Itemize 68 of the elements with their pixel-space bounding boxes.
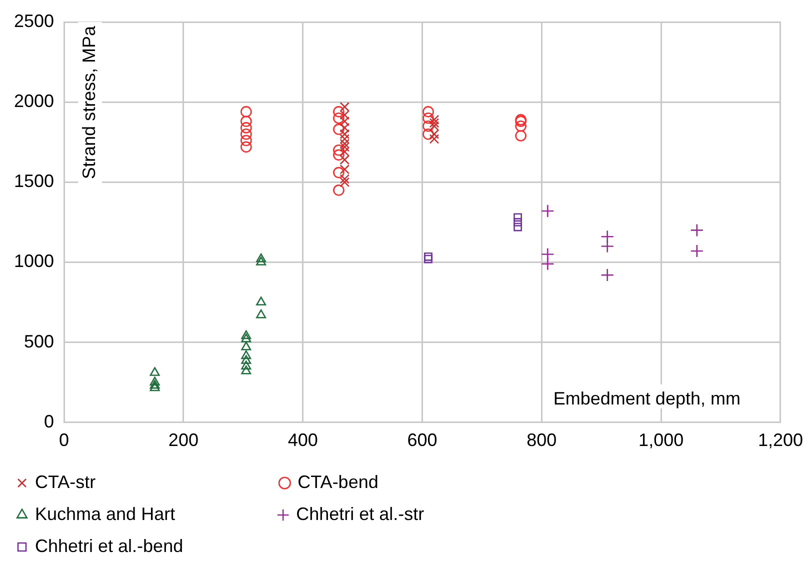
point xyxy=(333,112,344,124)
point xyxy=(422,112,434,124)
point xyxy=(150,367,160,376)
point xyxy=(422,120,434,132)
point xyxy=(256,296,266,306)
point xyxy=(540,248,554,261)
y-tick-label: 1500 xyxy=(14,171,54,192)
x-tick-label: 400 xyxy=(288,430,318,450)
legend-label: Chhetri et al.-str xyxy=(296,504,524,524)
point xyxy=(241,366,252,374)
x-tick-label: 1,000 xyxy=(638,430,684,450)
point xyxy=(429,134,440,144)
point xyxy=(241,360,252,370)
point xyxy=(240,134,252,146)
point xyxy=(422,128,434,140)
y-tick-label: 2500 xyxy=(14,10,54,31)
point xyxy=(514,218,522,226)
legend-label: Kuchma and Hart xyxy=(35,504,266,524)
point xyxy=(515,130,526,142)
x-tick-label: 600 xyxy=(407,430,438,450)
point xyxy=(333,106,344,118)
x-tick-label: 1,200 xyxy=(758,430,803,450)
point xyxy=(600,268,614,282)
point xyxy=(240,128,252,140)
point xyxy=(424,254,432,264)
legend-label: CTA-bend xyxy=(298,472,532,492)
point xyxy=(241,350,252,360)
point xyxy=(256,309,266,318)
point xyxy=(540,257,554,270)
point xyxy=(424,252,432,261)
point xyxy=(333,166,344,178)
point xyxy=(515,120,526,132)
point xyxy=(150,382,160,392)
point xyxy=(514,213,522,222)
x-tick-label: 800 xyxy=(526,430,557,450)
y-tick-label: 1000 xyxy=(14,251,54,272)
x-axis-title: Embedment depth, mm xyxy=(553,388,740,408)
point xyxy=(256,253,266,262)
point xyxy=(333,124,344,135)
point xyxy=(690,224,704,237)
point xyxy=(241,341,252,350)
x-tick-label: 0 xyxy=(59,430,70,450)
point xyxy=(333,149,344,161)
point xyxy=(600,240,614,253)
legend-label: Chhetri et al.-bend xyxy=(35,536,264,556)
point xyxy=(240,116,252,127)
point xyxy=(540,204,554,218)
legend-label: CTA-str xyxy=(35,472,267,492)
y-tick-label: 500 xyxy=(24,331,54,352)
point xyxy=(422,106,434,118)
y-tick-label: 2000 xyxy=(14,91,54,112)
point xyxy=(514,222,522,232)
y-axis-title: Strand stress, MPa xyxy=(79,25,100,180)
point xyxy=(333,184,344,196)
point xyxy=(333,144,344,156)
point xyxy=(256,256,266,266)
point xyxy=(150,380,160,389)
point xyxy=(240,106,252,118)
point xyxy=(241,330,252,340)
point xyxy=(240,141,252,153)
point xyxy=(340,177,350,188)
x-tick-label: 200 xyxy=(168,430,198,450)
point xyxy=(240,122,252,134)
point xyxy=(241,333,252,342)
point xyxy=(241,355,252,364)
point xyxy=(690,244,704,258)
y-tick-label: 0 xyxy=(44,411,54,432)
point xyxy=(150,376,160,386)
